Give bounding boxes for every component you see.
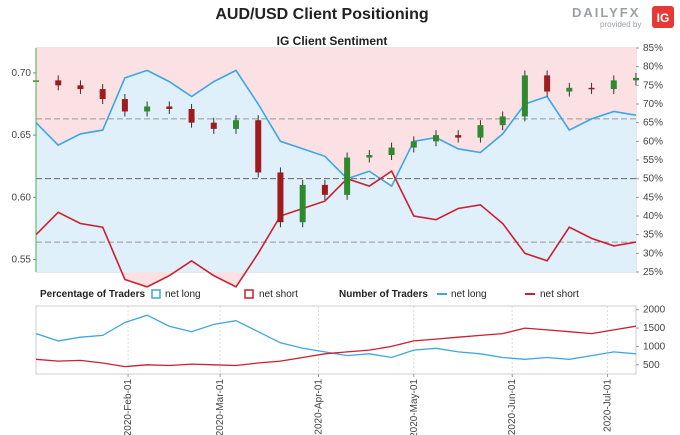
percent-tick-label-3: 40% — [643, 211, 663, 222]
date-tick-label-2: 2020-Apr-01 — [314, 379, 325, 435]
net-long-traders-line — [35, 314, 637, 360]
price-axis-ticks: 0.55 0.60 0.65 0.70 — [12, 68, 36, 266]
legend-pct-short-label: net short — [259, 289, 298, 300]
net-short-traders-line — [35, 325, 637, 368]
date-tick-label-5: 2020-Jul-01 — [602, 379, 613, 432]
legend-number-title: Number of Traders — [339, 289, 428, 300]
logo-wordmark: DAILYFX — [572, 5, 640, 20]
legend-percentage-title: Percentage of Traders — [40, 289, 145, 300]
percent-tick-label-11: 80% — [643, 62, 663, 73]
percent-tick-label-4: 45% — [643, 192, 663, 203]
price-tick-label-3: 0.70 — [12, 68, 32, 79]
ig-badge — [652, 6, 674, 28]
traders-tick-label-3: 2000 — [643, 305, 666, 316]
price-tick-label-0: 0.55 — [12, 255, 32, 266]
candle-body-10 — [255, 120, 262, 173]
dailyfx-logo: DAILYFX provided by IG — [572, 5, 674, 29]
candle-body-16 — [388, 147, 395, 156]
legend-num-short-label: net short — [540, 289, 579, 300]
legend-num-long-label: net long — [451, 289, 487, 300]
logo-tagline: provided by — [600, 20, 641, 29]
percent-tick-label-7: 60% — [643, 136, 663, 147]
traders-tick-label-2: 1500 — [643, 323, 666, 334]
candle-body-17 — [410, 141, 417, 148]
candle-body-25 — [588, 87, 595, 90]
candle-body-1 — [55, 80, 62, 86]
net-short-percentage-line — [35, 170, 637, 288]
percent-tick-label-6: 55% — [643, 155, 663, 166]
candle-body-22 — [521, 75, 528, 117]
percent-axis-ticks: 25% 30% 35% 40% 45% 50% 55% 60% 65% 70% 75% 80% 85% — [636, 43, 663, 278]
candle-body-3 — [99, 89, 106, 100]
candle-body-8 — [210, 122, 217, 129]
candle-body-11 — [277, 172, 284, 223]
ig-badge-label: IG — [657, 11, 670, 25]
percent-tick-label-1: 30% — [643, 248, 663, 259]
legend-row: Percentage of Traders net long net short… — [40, 289, 579, 300]
candle-body-26 — [610, 80, 617, 90]
percent-tick-label-5: 50% — [643, 174, 663, 185]
date-tick-label-0: 2020-Feb-01 — [123, 379, 134, 435]
date-tick-label-1: 2020-Mar-01 — [215, 379, 226, 435]
candle-body-12 — [299, 184, 306, 223]
candle-body-2 — [77, 85, 84, 90]
price-tick-label-1: 0.60 — [12, 192, 32, 203]
candle-body-27 — [633, 77, 639, 81]
candle-body-4 — [121, 99, 128, 112]
traders-tick-label-0: 500 — [643, 360, 660, 371]
candle-body-21 — [499, 116, 506, 126]
percent-tick-label-8: 65% — [643, 118, 663, 129]
traders-axis-ticks: 500 1000 1500 2000 — [636, 305, 666, 371]
net-long-percentage-line — [35, 69, 637, 188]
candle-body-9 — [233, 120, 239, 129]
reference-lines — [36, 118, 636, 243]
legend-pct-long-label: net long — [165, 289, 201, 300]
candle-body-13 — [321, 184, 328, 195]
date-tick-label-3: 2020-May-01 — [409, 379, 420, 435]
candle-body-20 — [477, 125, 484, 138]
candle-body-15 — [366, 155, 373, 158]
candle-body-24 — [566, 87, 573, 92]
candle-body-5 — [144, 106, 151, 112]
candle-body-14 — [344, 157, 351, 195]
chart-title: AUD/USD Client Positioning — [215, 6, 428, 23]
candle-body-23 — [544, 75, 551, 92]
candle-body-7 — [188, 108, 195, 123]
percent-tick-label-12: 85% — [643, 43, 663, 54]
candle-body-18 — [433, 135, 439, 142]
net-long-area — [36, 70, 636, 273]
traders-plot-background — [35, 305, 637, 375]
percent-tick-label-9: 70% — [643, 99, 663, 110]
percent-tick-label-0: 25% — [643, 267, 663, 278]
candle-body-19 — [455, 135, 462, 138]
price-tick-label-2: 0.65 — [12, 130, 32, 141]
traders-tick-label-1: 1000 — [643, 341, 666, 352]
date-tick-label-4: 2020-Jun-01 — [507, 379, 518, 435]
date-axis-ticks: 2020-Feb-01 2020-Mar-01 2020-Apr-01 2020-Ma… — [123, 374, 613, 435]
percent-tick-label-10: 75% — [643, 80, 663, 91]
candle-body-6 — [166, 106, 173, 109]
legend-pct-short-swatch — [244, 289, 254, 299]
sentiment-panel: 0.55 0.60 0.65 0.70 25% 30% 35% 40% 45% 50% 55% 60… — [12, 43, 663, 288]
traders-gridlines — [127, 306, 608, 374]
price-candles — [33, 70, 639, 228]
percent-tick-label-2: 35% — [643, 230, 663, 241]
legend-pct-long-swatch — [151, 289, 161, 299]
chart-subtitle: IG Client Sentiment — [277, 34, 388, 48]
